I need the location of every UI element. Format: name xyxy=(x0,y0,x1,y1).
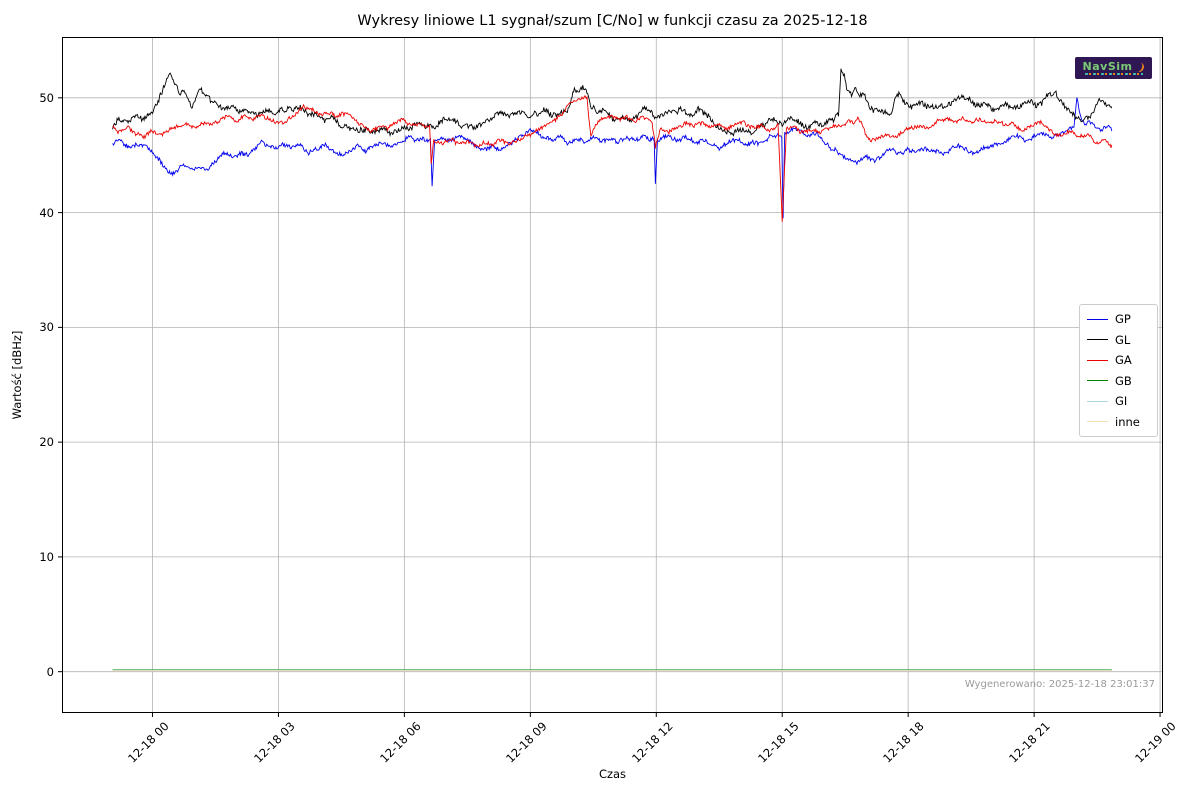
y-axis-label: Wartość [dBHz] xyxy=(10,330,24,420)
x-tick-label: 12-18 21 xyxy=(1006,719,1054,766)
generated-timestamp: Wygenerowano: 2025-12-18 23:01:37 xyxy=(964,679,1155,690)
legend-item-GL: GL xyxy=(1087,330,1150,351)
legend-item-GI: GI xyxy=(1087,391,1150,412)
legend-label: inne xyxy=(1115,414,1140,429)
navsim-logo-text: NavSim xyxy=(1082,60,1133,73)
y-tick-label: 0 xyxy=(46,664,54,679)
x-tick-label: 12-18 06 xyxy=(376,719,424,766)
y-tick-label: 10 xyxy=(39,549,54,564)
series-line-GA xyxy=(112,95,1113,222)
legend-label: GI xyxy=(1115,394,1128,409)
legend-item-GA: GA xyxy=(1087,350,1150,371)
chart-title: Wykresy liniowe L1 sygnał/szum [C/No] w … xyxy=(357,13,868,29)
navsim-logo-row: NavSim xyxy=(1082,60,1146,73)
x-tick-label: 12-19 00 xyxy=(1132,719,1179,766)
legend: GP GL GA GB GI inne xyxy=(1079,304,1158,437)
y-tick-label: 20 xyxy=(39,435,54,450)
x-tick-label: 12-18 12 xyxy=(628,719,676,766)
legend-label: GA xyxy=(1115,353,1132,368)
x-tick-label: 12-18 09 xyxy=(502,719,550,766)
y-tick-label: 30 xyxy=(39,320,54,335)
legend-line-sample xyxy=(1087,339,1108,341)
legend-label: GB xyxy=(1115,373,1132,388)
y-tick-label: 50 xyxy=(39,90,54,105)
navsim-swoosh-icon xyxy=(1133,60,1146,73)
plot-area xyxy=(58,37,1163,717)
legend-line-sample xyxy=(1087,359,1108,361)
x-axis-label: Czas xyxy=(598,767,627,781)
legend-line-sample xyxy=(1087,421,1108,423)
x-tick-label: 12-18 18 xyxy=(880,719,928,766)
legend-item-inne: inne xyxy=(1087,412,1150,433)
legend-item-GP: GP xyxy=(1087,309,1150,330)
axes-frame xyxy=(62,37,1163,713)
navsim-logo: NavSim xyxy=(1075,57,1152,79)
series-line-GP xyxy=(112,97,1113,219)
legend-item-GB: GB xyxy=(1087,371,1150,392)
x-tick-label: 12-18 00 xyxy=(124,719,172,766)
legend-label: GP xyxy=(1115,312,1131,327)
legend-line-sample xyxy=(1087,380,1108,382)
x-tick-label: 12-18 15 xyxy=(754,719,802,766)
legend-label: GL xyxy=(1115,332,1131,347)
x-tick-label: 12-18 03 xyxy=(250,719,298,766)
legend-line-sample xyxy=(1087,318,1108,320)
series-line-GL xyxy=(112,68,1113,138)
legend-line-sample xyxy=(1087,400,1108,402)
navsim-logo-tagline xyxy=(1084,73,1143,75)
y-tick-label: 40 xyxy=(39,205,54,220)
